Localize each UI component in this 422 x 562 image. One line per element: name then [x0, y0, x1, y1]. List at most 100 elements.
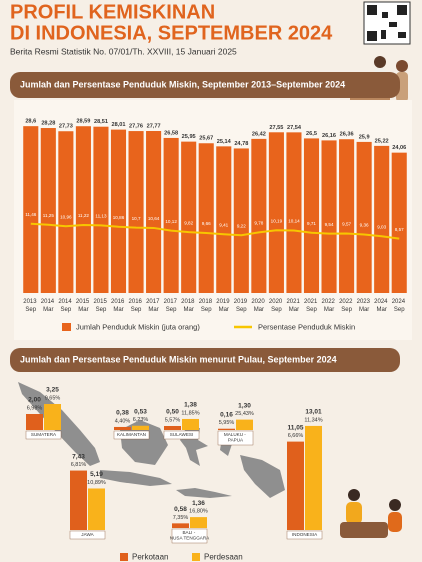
bar [132, 425, 149, 430]
bar-value-label: 25,67 [199, 136, 213, 142]
line-value-label: 9,66 [202, 221, 211, 226]
bar [163, 137, 179, 293]
bar [287, 441, 304, 530]
legend-label: Perdesaan [204, 553, 243, 562]
line-value-label: 9,36 [360, 223, 369, 228]
percent-label: 6,81% [71, 462, 87, 468]
x-tick-label: 2021 Mar [286, 299, 301, 313]
region-label-box [171, 528, 208, 544]
x-tick-label: 2019 Sep [234, 299, 249, 313]
x-tick-label: 2014 Mar [41, 299, 56, 313]
bar [58, 131, 74, 293]
bar [164, 426, 181, 430]
subtitle: Berita Resmi Statistik No. 07/01/Th. XXV… [10, 46, 237, 56]
percent-label: 7,35% [173, 515, 189, 521]
region-label-box [217, 430, 254, 446]
bar-value-label: 1,38 [184, 402, 197, 409]
legend-swatch [120, 553, 128, 561]
x-tick-label: 2015 Sep [93, 299, 108, 313]
bar [356, 141, 372, 293]
line-value-label: 11,22 [78, 213, 90, 218]
line-value-label: 9,82 [184, 220, 193, 225]
region-label: MALUKU - PAPUA [224, 432, 247, 443]
section-title: Jumlah dan Persentase Penduduk Miskin, S… [20, 79, 345, 89]
illustration [340, 489, 402, 538]
bar-value-label: 11,05 [288, 424, 304, 431]
region-label: SUMATERA [31, 432, 57, 437]
section-banner [10, 348, 400, 372]
bar-value-label: 25,9 [359, 134, 370, 140]
percent-label: 10,89% [87, 480, 106, 486]
bar [70, 470, 87, 530]
region-label: JAWA [81, 532, 94, 537]
percent-label: 5,57% [165, 417, 181, 423]
x-tick-label: 2022 Mar [322, 299, 337, 313]
line-value-label: 9,22 [237, 223, 246, 228]
legend-swatch [192, 553, 200, 561]
x-tick-label: 2022 Sep [339, 299, 354, 313]
bar-value-label: 26,58 [164, 130, 178, 136]
percent-label: 6,98% [27, 405, 43, 411]
bar-value-label: 13,01 [305, 409, 322, 416]
x-tick-label: 2020 Sep [269, 299, 284, 313]
bar-value-label: 0,38 [116, 410, 129, 417]
percent-label: 5,95% [219, 420, 235, 426]
bar-value-label: 27,76 [129, 124, 143, 130]
bar [391, 152, 407, 293]
bar-value-label: 7,43 [72, 453, 85, 460]
bar-value-label: 27,77 [147, 123, 161, 129]
bar-value-label: 28,6 [25, 119, 36, 125]
qr-code [363, 1, 411, 45]
bar [286, 132, 302, 293]
bar [26, 414, 43, 430]
title-line: DI INDONESIA, SEPTEMBER 2024 [10, 22, 333, 44]
bar-value-label: 24,78 [234, 141, 248, 147]
x-tick-label: 2018 Sep [199, 299, 214, 313]
bar [374, 145, 390, 293]
percent-label: 11,34% [304, 417, 322, 423]
bar-value-label: 25,14 [217, 139, 232, 145]
bar [146, 131, 162, 293]
bar [40, 128, 56, 293]
bar [23, 126, 39, 294]
line-value-label: 10,14 [288, 219, 300, 224]
bar [114, 426, 131, 430]
x-tick-label: 2020 Mar [251, 299, 266, 313]
region-label-box [69, 530, 106, 540]
x-tick-label: 2019 Mar [216, 299, 231, 313]
bar-value-label: 1,30 [238, 402, 251, 409]
line-value-label: 9,54 [325, 222, 334, 227]
bar [44, 404, 61, 430]
bar [190, 517, 207, 528]
legend-label: Jumlah Penduduk Miskin (juta orang) [76, 322, 200, 331]
x-tick-label: 2023 Mar [357, 299, 372, 313]
bar [93, 126, 109, 293]
bar-value-label: 25,22 [375, 138, 389, 144]
title-line: PROFIL KEMISKINAN [10, 1, 215, 23]
bar [216, 146, 232, 293]
line-value-label: 9,78 [254, 221, 263, 226]
line-value-label: 11,13 [95, 214, 107, 219]
section-banner [10, 72, 400, 98]
x-tick-label: 2016 Mar [111, 299, 126, 313]
bar-value-label: 3,25 [46, 387, 59, 394]
percent-label: 25,43% [235, 411, 254, 417]
bar [233, 148, 249, 293]
bar [128, 131, 144, 293]
bar-value-label: 1,36 [192, 500, 205, 507]
line-value-label: 9,57 [342, 222, 351, 227]
percent-label: 11,85% [181, 410, 199, 416]
bar [339, 139, 355, 293]
x-tick-label: 2014 Sep [58, 299, 73, 313]
line-value-label: 11,46 [25, 212, 37, 217]
line-value-label: 11,25 [43, 213, 55, 218]
line-value-label: 9,03 [377, 224, 386, 229]
line-value-label: 9,41 [219, 222, 228, 227]
x-tick-label: 2018 Mar [181, 299, 196, 313]
x-tick-label: 2013 Sep [23, 299, 38, 313]
region-label-box [286, 530, 323, 540]
percent-label: 6,23% [133, 417, 149, 423]
bar-value-label: 26,42 [252, 131, 266, 137]
bar-value-label: 28,51 [94, 119, 108, 125]
bar-value-label: 26,36 [340, 132, 354, 138]
